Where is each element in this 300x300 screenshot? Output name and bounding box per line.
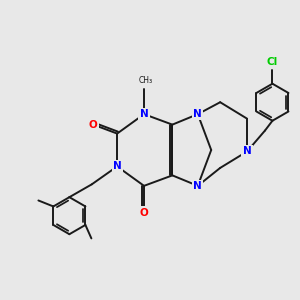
Text: Cl: Cl <box>267 57 278 67</box>
Text: N: N <box>194 109 202 119</box>
Text: O: O <box>140 208 148 218</box>
Text: N: N <box>243 146 251 157</box>
Text: N: N <box>113 161 122 171</box>
Text: CH₃: CH₃ <box>139 76 153 85</box>
Text: O: O <box>89 120 98 130</box>
Text: N: N <box>140 109 148 119</box>
Text: N: N <box>194 181 202 191</box>
